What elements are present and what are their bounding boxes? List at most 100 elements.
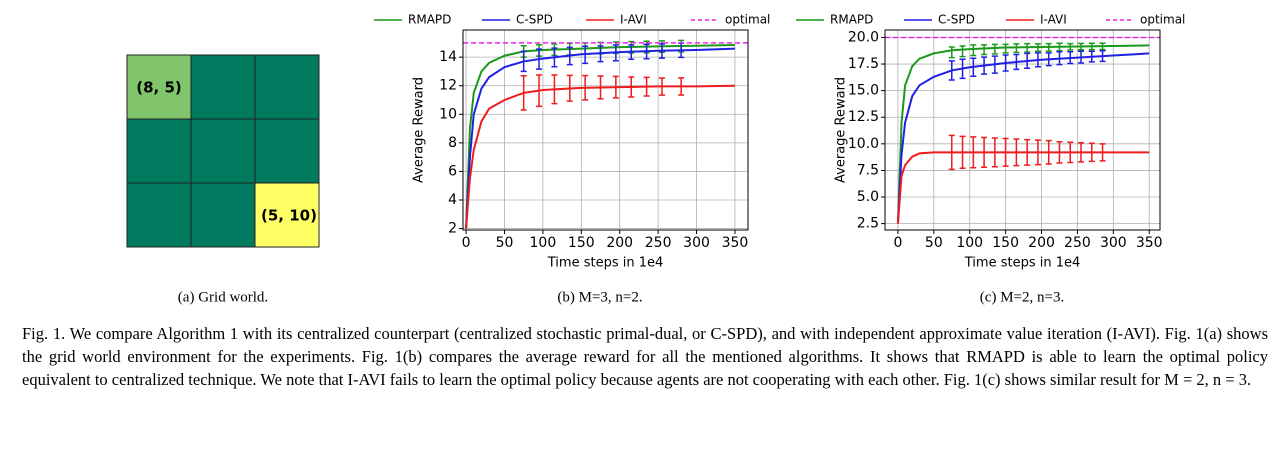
x-tick-label: 350 [1136,235,1163,251]
legend-label: optimal [725,13,770,27]
error-bar [1034,52,1041,68]
y-tick-label: 5.0 [857,189,879,205]
legend-label: I-AVI [620,13,647,27]
error-bar [1045,42,1052,52]
y-tick-label: 4 [448,192,457,208]
y-tick-label: 8 [448,135,457,151]
cell [190,182,256,248]
error-bar [520,50,527,73]
error-bar [551,74,558,105]
legend-label: optimal [1140,13,1185,27]
error-bar [1067,141,1074,164]
plot-area [463,39,748,229]
error-bar [597,45,604,63]
error-bar [1099,143,1106,162]
x-tick-label: 250 [645,235,672,251]
error-bar [948,60,955,81]
error-bar [1088,50,1095,63]
error-bar [1099,49,1106,63]
y-tick-label: 15.0 [848,83,879,99]
error-bar [959,135,966,170]
y-tick-label: 2 [448,221,457,237]
error-bar [582,45,589,65]
cell [254,54,320,120]
subcaption: (c) M=2, n=3. [980,289,1064,305]
x-tick-label: 50 [496,235,514,251]
plot-area [885,36,1160,224]
legend-label: RMAPD [408,13,451,27]
error-bar [1056,140,1063,164]
error-bar [628,44,635,61]
error-bar [1045,52,1052,67]
error-bar [1024,42,1031,53]
error-bar [1088,42,1095,51]
cell [254,118,320,184]
series-line [896,151,1150,224]
error-bar [981,56,988,75]
error-bar [551,47,558,68]
y-tick-label: 20.0 [848,29,879,45]
x-tick-label: 300 [683,235,710,251]
error-bar [1013,138,1020,167]
subcaption: (b) M=3, n=2. [557,289,642,305]
error-bar [1034,43,1041,53]
cell [190,118,256,184]
start-label: (8, 5) [136,79,182,97]
y-axis-label: Average Reward [412,77,427,183]
error-bar [970,44,977,57]
x-axis-label: Time steps in 1e4 [547,256,664,271]
series-line [896,52,1150,224]
grid-world [126,54,320,248]
x-tick-label: 50 [925,235,943,251]
error-bar [612,75,619,99]
legend-label: I-AVI [1040,13,1067,27]
error-bar [566,74,573,102]
error-bar [1088,142,1095,163]
error-bar [991,43,998,55]
error-bar [948,46,955,59]
x-tick-label: 200 [606,235,633,251]
x-tick-label: 350 [722,235,749,251]
error-bar [643,76,650,97]
y-tick-label: 7.5 [857,162,879,178]
legend-label: C-SPD [516,13,553,27]
y-tick-label: 12.5 [848,109,879,125]
error-bar [1067,51,1074,65]
error-bar [1002,137,1009,167]
error-bar [1002,43,1009,54]
error-bar [1078,42,1085,51]
error-bar [948,134,955,171]
error-bar [643,43,650,60]
error-bar [1078,142,1085,163]
error-bar [628,76,635,98]
goal-label: (5, 10) [261,207,317,225]
y-tick-label: 2.5 [857,216,879,232]
error-bar [991,55,998,74]
x-tick-label: 150 [568,235,595,251]
y-tick-label: 10.0 [848,136,879,152]
error-bar [1002,54,1009,72]
error-bar [970,136,977,169]
x-tick-label: 300 [1100,235,1127,251]
error-bar [1013,53,1020,71]
x-tick-label: 250 [1064,235,1091,251]
error-bar [566,46,573,66]
error-bar [1024,52,1031,70]
x-tick-label: 100 [530,235,557,251]
subcaption: (a) Grid world. [178,289,268,305]
start-cell [126,54,192,120]
legend-label: RMAPD [830,13,873,27]
error-bar [991,137,998,168]
goal-cell [254,182,320,248]
cell [126,182,192,248]
error-bar [1078,50,1085,64]
error-bar [1045,139,1052,165]
error-bar [1024,138,1031,166]
error-bar [981,44,988,56]
error-bar [658,43,665,59]
x-tick-label: 200 [1028,235,1055,251]
y-axis-label: Average Reward [834,77,849,183]
y-tick-label: 14 [439,49,457,65]
error-bar [1056,42,1063,52]
